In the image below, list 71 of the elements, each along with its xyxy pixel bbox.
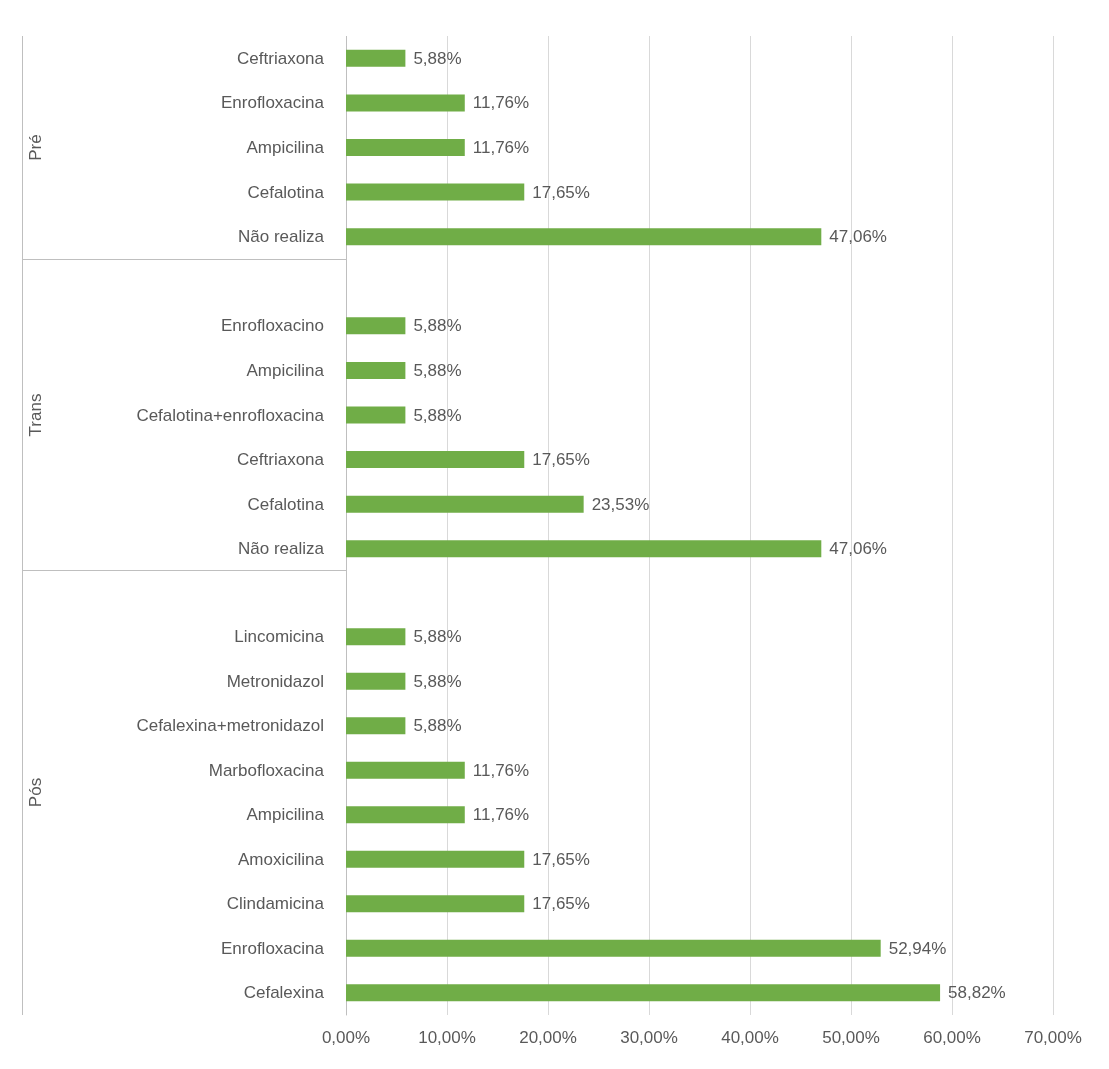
- y-tick-label: Ceftriaxona: [237, 48, 325, 68]
- y-tick-label: Cefalotina+enrofloxacina: [136, 405, 325, 424]
- y-tick-label: Marbofloxacina: [208, 760, 325, 780]
- bar: [346, 761, 465, 779]
- data-label: 5,88%: [413, 716, 462, 736]
- data-label: 11,76%: [472, 805, 530, 825]
- data-label: 23,53%: [591, 494, 650, 514]
- y-tick-label: Ampicilina: [246, 805, 325, 825]
- data-label: 5,88%: [413, 315, 462, 335]
- x-tick-label: 50,00%: [822, 1028, 880, 1047]
- bar: [346, 183, 525, 201]
- bar: [346, 49, 406, 67]
- x-tick-label: 30,00%: [620, 1028, 678, 1047]
- y-tick-label: Metronidazol: [226, 671, 324, 691]
- data-label: 5,88%: [413, 627, 462, 647]
- data-label: 11,76%: [472, 760, 530, 780]
- bar: [346, 94, 465, 112]
- data-label: 17,65%: [532, 449, 590, 469]
- y-tick-label: Não realiza: [238, 227, 325, 247]
- y-tick-label: Cefalotina: [247, 182, 325, 202]
- bar: [346, 316, 406, 334]
- data-label: 5,88%: [413, 48, 462, 68]
- y-axis-title: Pré: [26, 134, 45, 161]
- bar: [346, 717, 406, 735]
- data-label: 5,88%: [413, 405, 462, 424]
- y-axis-title: Trans: [26, 393, 45, 436]
- x-tick-label: 0,00%: [321, 1028, 371, 1047]
- data-label: 58,82%: [948, 983, 1006, 1003]
- y-tick-label: Ampicilina: [246, 360, 325, 380]
- bar: [346, 806, 465, 824]
- data-label: 17,65%: [532, 849, 590, 869]
- data-label: 11,76%: [472, 138, 530, 157]
- y-tick-label: Cefalotina: [247, 494, 325, 514]
- bar: [346, 228, 822, 246]
- y-tick-label: Cefalexina: [243, 983, 325, 1003]
- bar: [346, 361, 406, 379]
- x-tick-label: 20,00%: [519, 1028, 577, 1047]
- bar: [346, 939, 881, 957]
- x-tick-label: 10,00%: [418, 1028, 476, 1047]
- y-tick-label: Ampicilina: [246, 138, 325, 157]
- data-label: 5,88%: [413, 671, 462, 691]
- data-label: 17,65%: [532, 182, 590, 202]
- data-label: 47,06%: [829, 227, 887, 247]
- y-tick-label: Amoxicilina: [238, 849, 325, 869]
- data-label: 17,65%: [532, 894, 590, 914]
- y-tick-label: Cefalexina+metronidazol: [136, 716, 324, 736]
- bar: [346, 850, 525, 868]
- bar: [346, 406, 406, 423]
- data-label: 5,88%: [413, 360, 462, 380]
- y-tick-label: Enrofloxacina: [220, 938, 325, 958]
- data-label: 52,94%: [888, 938, 947, 958]
- y-tick-label: Lincomicina: [234, 627, 325, 647]
- y-axis-title: Pós: [26, 777, 45, 808]
- y-tick-label: Clindamicina: [226, 894, 325, 914]
- y-tick-label: Enrofloxacino: [220, 315, 324, 335]
- bar: [346, 984, 941, 1002]
- x-tick-label: 70,00%: [1024, 1028, 1082, 1047]
- bar: [346, 539, 822, 557]
- y-tick-label: Enrofloxacina: [220, 93, 325, 113]
- x-tick-label: 60,00%: [923, 1028, 981, 1047]
- bar: [346, 450, 525, 468]
- y-tick-label: Não realiza: [238, 538, 325, 558]
- bar: [346, 495, 584, 513]
- bar: [346, 895, 525, 913]
- y-tick-label: Ceftriaxona: [237, 449, 325, 469]
- bar: [346, 628, 406, 646]
- x-tick-label: 40,00%: [721, 1028, 779, 1047]
- data-label: 11,76%: [472, 93, 530, 113]
- bar: [346, 139, 465, 156]
- bar: [346, 672, 406, 690]
- data-label: 47,06%: [829, 538, 887, 558]
